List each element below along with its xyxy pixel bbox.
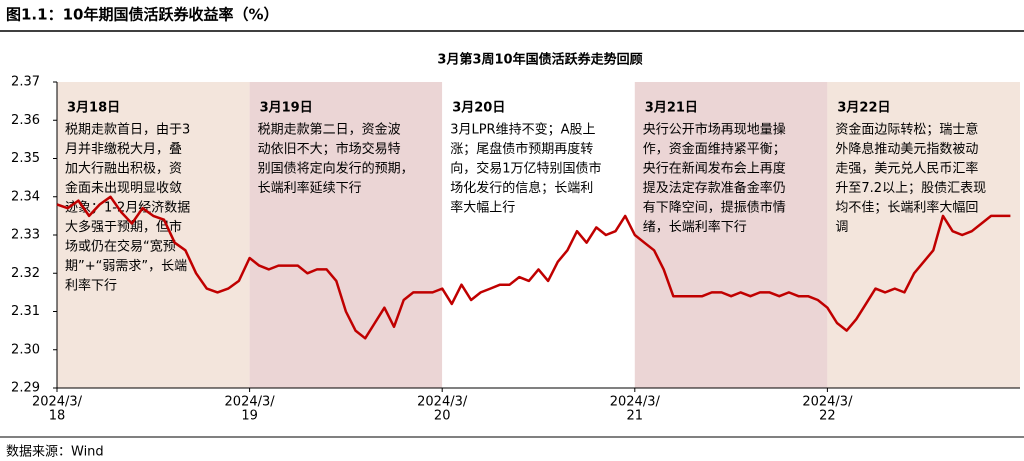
note-line: 调 [835, 220, 848, 235]
note-line: 3月LPR维持不变；A股上 [450, 122, 595, 138]
note-line: 场或仍在交易“宽预 [65, 239, 176, 255]
note-line: 动依旧不大；市场交易特 [258, 141, 401, 157]
note-line: 作，资金面维持紧平衡； [643, 141, 786, 157]
y-tick-label: 2.33 [11, 228, 40, 243]
day-band [249, 82, 443, 388]
chart-title: 3月第3周10年国债活跃券走势回顾 [437, 52, 642, 68]
note-title: 3月22日 [837, 101, 890, 116]
source: 数据来源：Wind [6, 445, 104, 460]
x-tick-label: 2024/3/ [610, 395, 661, 410]
x-tick-label: 2024/3/ [417, 395, 468, 410]
yield-line [56, 195, 1011, 340]
note-line: 央行公开市场再现地量操 [643, 122, 786, 138]
y-tick-label: 2.31 [11, 304, 40, 319]
x-tick-label: 21 [627, 409, 644, 424]
note-line: 有下降空间，提振债市情 [643, 200, 786, 216]
x-tick-label: 19 [241, 409, 258, 424]
x-tick-label: 2024/3/ [32, 395, 83, 410]
day-band [442, 82, 635, 388]
x-tick-label: 22 [819, 409, 836, 424]
note-title: 3月20日 [452, 101, 505, 116]
day-band [634, 82, 828, 388]
x-tick-label: 2024/3/ [225, 395, 276, 410]
y-tick-label: 2.37 [11, 75, 40, 90]
y-tick-label: 2.30 [11, 342, 40, 357]
note-line: 期”+“弱需求”，长端 [65, 259, 187, 274]
note-line: 利率下行 [65, 278, 117, 294]
note-line: 走强，美元兑人民币汇率 [835, 161, 978, 177]
x-tick-label: 2024/3/ [802, 395, 853, 410]
note-line: 绪，长端利率下行 [643, 219, 747, 235]
note-title: 3月18日 [67, 101, 120, 116]
y-tick-label: 2.35 [11, 151, 40, 166]
note-line: 大多强于预期，但市 [65, 219, 182, 235]
note-line: 涨；尾盘债市预期再度转 [450, 141, 593, 157]
note-line: 率大幅上行 [450, 200, 515, 216]
note-line: 向，交易1万亿特别国债市 [450, 161, 601, 177]
note-line: 资金面边际转松；瑞士意 [835, 122, 978, 138]
y-tick-label: 2.36 [11, 113, 40, 128]
note-title: 3月21日 [645, 101, 698, 116]
note-line: 央行在新闻发布会上再度 [643, 161, 786, 177]
note-title: 3月19日 [260, 101, 313, 116]
x-tick-label: 20 [434, 409, 451, 424]
note-line: 外降息推动美元指数被动 [835, 141, 978, 157]
note-line: 升至7.2以上；股债汇表现 [835, 181, 986, 196]
note-line: 月并非缴税大月，叠 [65, 142, 182, 157]
figure-title: 图1.1：10年期国债活跃券收益率（%） [6, 6, 278, 24]
note-line: 提及法定存款准备金率仍 [643, 180, 786, 196]
note-line: 别国债将定向发行的预期， [258, 161, 414, 177]
note-line: 均不佳；长端利率大幅回 [835, 200, 978, 216]
day-band [57, 82, 250, 388]
note-line: 长端利率延续下行 [258, 180, 362, 196]
note-line: 加大行融出积极，资 [65, 162, 182, 177]
day-band [827, 82, 1020, 388]
note-line: 场化发行的信息；长端利 [450, 180, 593, 196]
note-line: 迹象；1-2月经济数据 [65, 201, 190, 216]
y-tick-label: 2.32 [11, 266, 40, 281]
y-tick-label: 2.34 [11, 189, 40, 204]
note-line: 税期走款第二日，资金波 [258, 122, 401, 138]
x-tick-label: 18 [49, 409, 66, 424]
y-tick-label: 2.29 [11, 381, 40, 396]
note-line: 税期走款首日，由于3 [65, 123, 190, 138]
note-line: 金面未出现明显收敛 [65, 180, 182, 196]
